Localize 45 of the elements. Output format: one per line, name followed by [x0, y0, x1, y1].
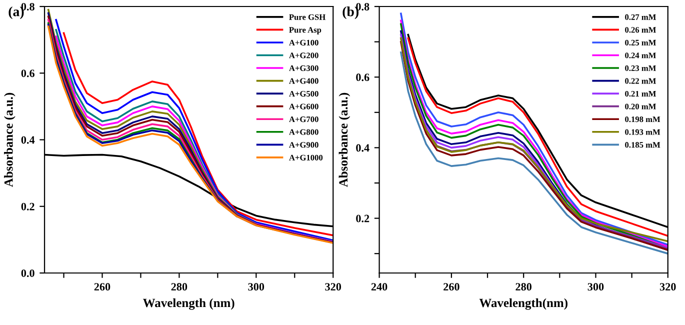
x-tick-label: 260	[444, 283, 460, 291]
y-tick-label: 0.2	[356, 214, 370, 222]
legend-label: A+G100	[289, 40, 318, 46]
legend-label: A+G700	[289, 116, 318, 122]
y-tick-label: 0.6	[21, 70, 34, 78]
y-tick-label: 0.0	[21, 269, 34, 278]
y-tick-label: 0.8	[356, 2, 370, 11]
legend-label: Pure Asp	[289, 27, 322, 34]
legend-label: 0.26 mM	[625, 27, 656, 33]
x-axis-title: Wavelength(nm)	[479, 298, 568, 310]
legend-label: A+G200	[289, 52, 318, 58]
y-tick-label: 0.2	[21, 202, 34, 210]
text: (b)	[342, 6, 358, 20]
legend-label: 0.185 mM	[625, 142, 660, 148]
y-tick-label: 0.4	[356, 144, 370, 152]
legend-label: A+G300	[289, 65, 318, 72]
legend-label: Pure GSH	[289, 14, 326, 20]
x-tick-label: 280	[516, 283, 532, 291]
x-tick-label: 300	[248, 283, 264, 291]
legend-label: A+G500	[289, 90, 318, 97]
x-tick-label: 320	[325, 283, 342, 291]
x-tick-label: 260	[94, 283, 110, 291]
y-tick-label: 0.6	[356, 74, 370, 82]
x-tick-label: 320	[660, 283, 676, 291]
x-tick-label: 280	[171, 283, 188, 291]
y-axis-title: Absorbance (a.u.)	[4, 92, 16, 188]
x-tick-label: 240	[371, 283, 388, 291]
legend-label: 0.20 mM	[625, 104, 656, 110]
legend-label: 0.27 mM	[625, 14, 656, 20]
legend-label: 0.21 mM	[625, 90, 656, 97]
y-axis-title: Absorbance (a.u.)	[338, 92, 350, 188]
legend-label: A+G600	[289, 104, 318, 110]
legend-label: A+G900	[289, 142, 318, 148]
legend-label: 0.24 mM	[625, 52, 656, 58]
y-tick-label: 0.4	[21, 136, 35, 144]
x-tick-label: 300	[588, 283, 604, 291]
legend-label: A+G400	[289, 78, 318, 84]
legend-label: 0.198 mM	[625, 116, 660, 122]
x-axis-title: Wavelength (nm)	[142, 298, 234, 310]
legend-label: 0.23 mM	[625, 65, 656, 72]
legend-label: A+G1000	[289, 154, 323, 160]
legend-label: 0.22 mM	[625, 78, 656, 84]
legend-label: A+G800	[289, 129, 318, 135]
legend-label: 0.25 mM	[625, 40, 656, 46]
legend-label: 0.193 mM	[625, 129, 660, 135]
